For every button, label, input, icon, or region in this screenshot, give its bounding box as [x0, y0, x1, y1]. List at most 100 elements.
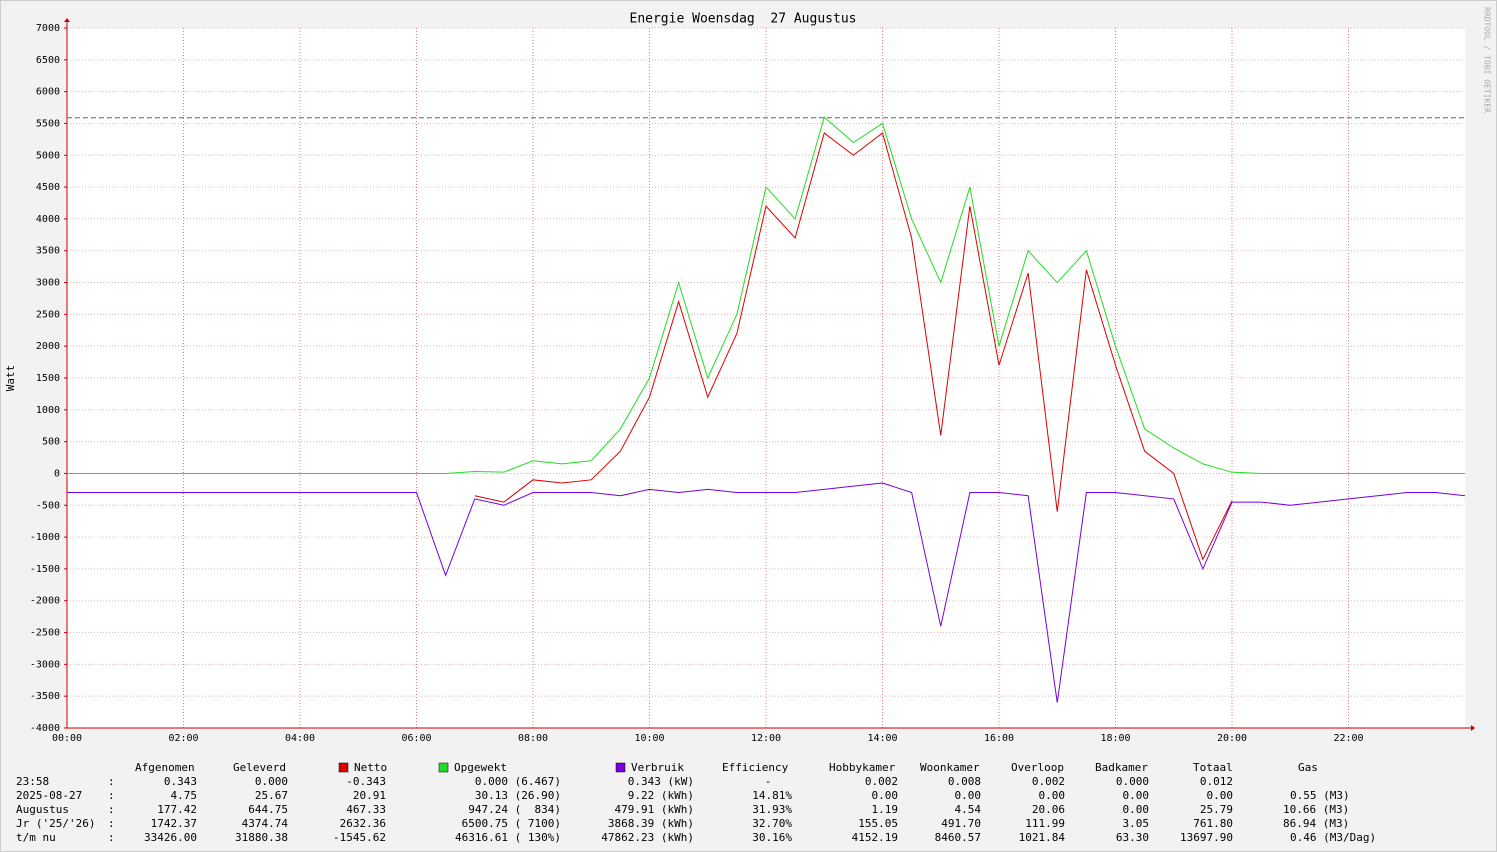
separator: : [108, 831, 115, 844]
cell: 0.002 [1032, 775, 1065, 788]
cell: 0.002 [865, 775, 898, 788]
y-tick-label: 0 [54, 468, 60, 479]
table-header: Badkamer [1095, 761, 1148, 774]
row-label: Jr ('25/'26) [16, 817, 95, 830]
cell: 644.75 [248, 803, 288, 816]
cell: 479.91 (kWh) [615, 803, 694, 816]
row-label: t/m nu [16, 831, 56, 844]
row-label: 2025-08-27 [16, 789, 82, 802]
cell: 0.000 (6.467) [475, 775, 561, 788]
y-tick-label: -1000 [30, 532, 60, 543]
cell: 0.00 [955, 789, 982, 802]
y-tick-label: -2000 [30, 596, 60, 607]
cell: 30.16% [752, 831, 792, 844]
cell: 0.00 [1207, 789, 1234, 802]
arrow [1471, 725, 1475, 731]
cell: 31.93% [752, 803, 792, 816]
cell: 4.75 [171, 789, 198, 802]
series-line [474, 132, 1233, 561]
cell: 4.54 [955, 803, 982, 816]
cell: 761.80 [1193, 817, 1233, 830]
y-tick-label: -3000 [30, 659, 60, 670]
cell: 13697.90 [1180, 831, 1233, 844]
table-header: Totaal [1193, 761, 1233, 774]
y-tick-label: 6000 [36, 87, 60, 98]
y-tick-label: 4500 [36, 182, 60, 193]
y-tick-label: 2500 [36, 309, 60, 320]
table-header: Woonkamer [920, 761, 980, 774]
cell: 155.05 [858, 817, 898, 830]
cell: 0.00 [872, 789, 899, 802]
y-tick-label: 4000 [36, 214, 60, 225]
cell: 25.67 [255, 789, 288, 802]
cell: 10.66 (M3) [1283, 803, 1349, 816]
cell: 1.19 [872, 803, 899, 816]
cell: 0.55 (M3) [1290, 789, 1350, 802]
y-tick-label: -500 [36, 500, 60, 511]
separator: : [108, 803, 115, 816]
y-tick-label: 1500 [36, 373, 60, 384]
x-tick-label: 14:00 [867, 733, 897, 744]
y-axis-label: Watt [4, 365, 17, 392]
y-tick-label: 5500 [36, 118, 60, 129]
x-tick-label: 06:00 [401, 733, 431, 744]
y-tick-label: -1500 [30, 564, 60, 575]
cell: -0.343 [346, 775, 386, 788]
cell: 0.012 [1200, 775, 1233, 788]
cell: 33426.00 [144, 831, 197, 844]
table-header: Overloop [1011, 761, 1064, 774]
cell: 0.00 [1123, 803, 1150, 816]
cell: 0.343 (kW) [628, 775, 694, 788]
cell: 2632.36 [340, 817, 386, 830]
cell: 4374.74 [242, 817, 289, 830]
table-header: Hobbykamer [829, 761, 896, 774]
cell: 491.70 [941, 817, 981, 830]
series-line [67, 116, 1465, 474]
cell: 3868.39 (kWh) [608, 817, 694, 830]
x-tick-label: 16:00 [984, 733, 1014, 744]
row-label: Augustus [16, 803, 69, 816]
x-tick-label: 22:00 [1333, 733, 1363, 744]
cell: 25.79 [1200, 803, 1233, 816]
y-tick-label: -3500 [30, 691, 60, 702]
cell: 46316.61 ( 130%) [455, 831, 561, 844]
separator: : [108, 817, 115, 830]
y-tick-label: 2000 [36, 341, 60, 352]
cell: 4152.19 [852, 831, 898, 844]
cell: 63.30 [1116, 831, 1149, 844]
row-label: 23:58 [16, 775, 49, 788]
cell: 20.91 [353, 789, 386, 802]
watermark: RRDTOOL / TOBI OETIKER [1483, 7, 1492, 113]
chart-title: Energie Woensdag 27 Augustus [630, 12, 857, 27]
cell: 0.00 [1123, 789, 1150, 802]
cell: 111.99 [1025, 817, 1065, 830]
cell: -1545.62 [333, 831, 386, 844]
cell: 0.000 [255, 775, 288, 788]
series-line [67, 482, 1466, 703]
x-tick-label: 18:00 [1100, 733, 1130, 744]
y-tick-label: 6500 [36, 55, 60, 66]
y-tick-label: -2500 [30, 628, 60, 639]
x-tick-label: 12:00 [751, 733, 781, 744]
cell: 0.00 [1039, 789, 1066, 802]
table-header: Gas [1298, 761, 1318, 774]
table-header: Geleverd [233, 761, 286, 774]
separator: : [108, 789, 115, 802]
cell: 3.05 [1123, 817, 1150, 830]
cell: 0.008 [948, 775, 981, 788]
cell: 31880.38 [235, 831, 288, 844]
cell: 6500.75 ( 7100) [462, 817, 561, 830]
cell: 14.81% [752, 789, 792, 802]
legend-swatch [438, 762, 449, 773]
cell: 86.94 (M3) [1283, 817, 1349, 830]
x-tick-label: 00:00 [52, 733, 82, 744]
y-tick-label: 5000 [36, 150, 60, 161]
y-tick-label: 3000 [36, 278, 60, 289]
y-tick-label: 500 [42, 437, 60, 448]
legend-label: Opgewekt [454, 761, 507, 774]
cell: 0.343 [164, 775, 197, 788]
cell: 1742.37 [151, 817, 197, 830]
table-header: Efficiency [722, 761, 789, 774]
x-tick-label: 10:00 [634, 733, 664, 744]
